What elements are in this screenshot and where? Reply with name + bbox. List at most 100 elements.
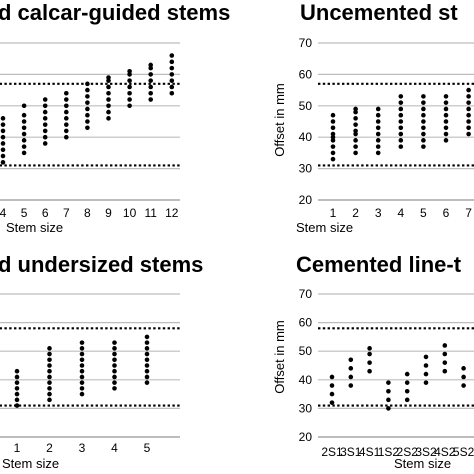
- x-tick-label: 2: [46, 441, 53, 455]
- data-point: [398, 100, 404, 105]
- data-point: [423, 363, 429, 368]
- x-tick-label: 4: [111, 441, 118, 455]
- data-point: [442, 368, 448, 374]
- data-point: [461, 374, 466, 380]
- data-point: [47, 386, 52, 391]
- data-point: [21, 138, 27, 143]
- data-point: [106, 109, 111, 115]
- x-tick-label: 12: [165, 206, 179, 220]
- data-point: [367, 351, 372, 357]
- data-point: [85, 94, 90, 99]
- data-point: [144, 374, 150, 380]
- data-point: [367, 368, 372, 374]
- data-point: [398, 138, 404, 143]
- x-tick-label: 4S2: [434, 445, 456, 459]
- data-point: [398, 131, 404, 137]
- x-tick-label: 6: [42, 206, 49, 220]
- y-tick-label: 30: [299, 401, 313, 415]
- data-point: [64, 134, 69, 140]
- data-point: [466, 131, 471, 137]
- data-point: [42, 103, 48, 109]
- data-point: [330, 125, 336, 131]
- x-tick-label: 10: [123, 206, 137, 220]
- x-tick-label: 1: [330, 206, 337, 220]
- data-point: [112, 346, 117, 351]
- x-tick-label: 3S1: [340, 445, 362, 459]
- data-point: [127, 84, 132, 90]
- x-tick-label: 5: [144, 441, 151, 455]
- y-tick-label: 70: [299, 36, 313, 50]
- y-tick-label: 60: [299, 316, 313, 330]
- data-point: [375, 150, 381, 156]
- x-tick-label: 1S2: [378, 445, 400, 459]
- data-point: [14, 391, 20, 397]
- x-tick-label: 4: [397, 206, 404, 220]
- data-point: [144, 340, 150, 345]
- y-tick-label: 60: [299, 67, 313, 81]
- y-axis-label: Offset in mm: [272, 320, 287, 393]
- data-point: [21, 144, 27, 149]
- data-point: [375, 138, 381, 143]
- data-point: [0, 122, 6, 127]
- data-point: [85, 112, 90, 118]
- data-point: [348, 357, 354, 363]
- y-tick-label: 50: [299, 99, 313, 113]
- panel-calcar-guided: d calcar-guided stems Stem size 4 5 6 7 8 9 10…: [0, 0, 230, 235]
- data-point: [353, 122, 358, 127]
- data-point: [112, 386, 117, 391]
- data-point: [442, 351, 448, 357]
- data-point: [466, 87, 471, 93]
- data-point: [14, 368, 20, 374]
- x-tick-label: 9: [105, 206, 112, 220]
- data-point: [127, 78, 132, 83]
- data-point: [64, 116, 69, 121]
- data-point: [421, 94, 426, 99]
- data-point: [79, 391, 85, 397]
- data-point: [466, 119, 471, 124]
- data-point: [0, 128, 6, 134]
- x-axis-label: Stem size: [2, 456, 59, 471]
- y-tick-label: 40: [299, 130, 313, 144]
- y-tick-label: 40: [299, 373, 313, 387]
- data-point: [21, 112, 27, 118]
- x-tick-label: 3S2: [415, 445, 437, 459]
- data-point: [169, 53, 175, 58]
- panel-uncemented: Uncemented st Stem size Offset in mm 20 3…: [272, 0, 474, 235]
- data-point: [404, 388, 410, 394]
- data-point: [127, 97, 132, 102]
- data-point: [348, 366, 354, 371]
- data-point: [64, 128, 69, 134]
- data-point: [148, 72, 153, 77]
- data-point: [85, 106, 90, 112]
- data-point: [0, 153, 6, 159]
- data-point: [42, 128, 48, 134]
- x-tick-label: 5: [420, 206, 427, 220]
- data-point: [79, 374, 85, 380]
- x-tick-label: 2S1: [321, 445, 343, 459]
- data-point: [404, 380, 410, 385]
- data-point: [21, 119, 27, 124]
- data-point: [443, 94, 449, 99]
- data-point: [112, 374, 117, 380]
- data-point: [127, 68, 132, 74]
- data-point: [148, 78, 153, 83]
- data-point: [398, 119, 404, 124]
- data-point: [14, 403, 20, 408]
- data-point: [47, 357, 52, 363]
- panel-title: Cemented line-t: [296, 252, 462, 277]
- data-point: [443, 100, 449, 105]
- data-point: [466, 112, 471, 118]
- data-point: [144, 357, 150, 363]
- data-point: [79, 363, 85, 368]
- x-tick-label: 8: [84, 206, 91, 220]
- data-point: [64, 97, 69, 102]
- data-point: [466, 100, 471, 105]
- y-tick-label: 20: [299, 193, 313, 207]
- data-point: [47, 391, 52, 397]
- data-point: [443, 106, 449, 112]
- data-point: [64, 109, 69, 115]
- data-point: [423, 371, 429, 377]
- data-point: [169, 84, 175, 90]
- data-point: [79, 351, 85, 357]
